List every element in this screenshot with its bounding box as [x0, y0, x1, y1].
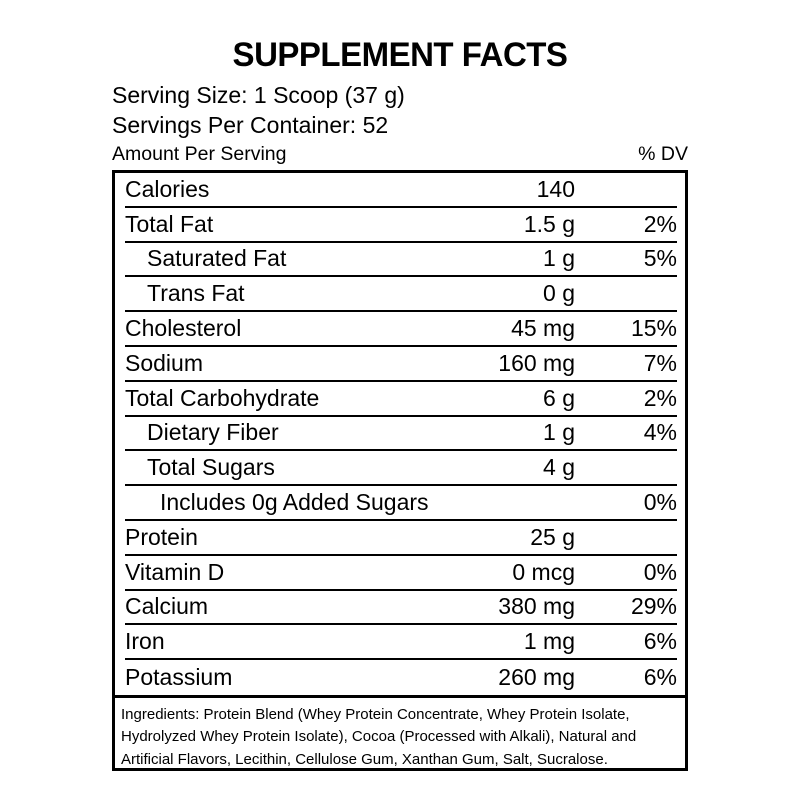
nutrient-label: Total Sugars — [147, 454, 275, 481]
nutrient-row: Saturated Fat 1 g 5% — [125, 243, 677, 278]
nutrient-label: Saturated Fat — [147, 245, 287, 272]
amount-per-serving-header: Amount Per Serving — [112, 143, 287, 165]
nutrient-dv: 0% — [643, 558, 677, 585]
ingredients-divider — [115, 694, 685, 698]
nutrient-dv: 2% — [643, 210, 677, 237]
nutrient-amount: 25 g — [530, 523, 575, 550]
nutrient-label: Total Carbohydrate — [125, 384, 320, 411]
nutrient-dv: 2% — [643, 384, 677, 411]
nutrient-row: Protein 25 g — [125, 521, 677, 556]
nutrient-amount: 4 g — [543, 454, 575, 481]
nutrient-label: Includes 0g Added Sugars — [160, 489, 429, 516]
column-headers: Amount Per Serving % DV — [112, 143, 688, 166]
nutrient-label: Calories — [125, 175, 210, 202]
nutrient-label: Cholesterol — [125, 315, 242, 342]
page-title: SUPPLEMENT FACTS — [232, 36, 568, 74]
nutrient-row: Cholesterol 45 mg 15% — [125, 312, 677, 347]
nutrient-row: Dietary Fiber 1 g 4% — [125, 417, 677, 452]
nutrient-amount: 1 g — [543, 419, 575, 446]
nutrient-row: Total Sugars 4 g — [125, 451, 677, 487]
nutrient-rows: Calories 140 Total Fat 1.5 g 2% Saturate… — [115, 173, 685, 695]
nutrient-row: Sodium 160 mg 7% — [125, 347, 677, 382]
nutrient-label: Trans Fat — [147, 280, 245, 307]
nutrient-row: Calories 140 — [125, 173, 677, 208]
nutrient-amount: 0 mcg — [512, 558, 575, 585]
nutrient-label: Total Fat — [125, 210, 214, 237]
nutrient-row: Trans Fat 0 g — [125, 277, 677, 313]
nutrient-dv: 29% — [630, 593, 677, 620]
nutrient-label: Protein — [125, 523, 198, 550]
nutrient-amount: 6 g — [543, 384, 575, 411]
nutrient-dv: 0% — [643, 489, 677, 516]
percent-dv-header: % DV — [638, 143, 688, 165]
nutrient-amount: 140 — [536, 175, 575, 202]
nutrient-dv: 5% — [643, 245, 677, 272]
nutrient-label: Sodium — [125, 349, 203, 376]
nutrient-amount: 380 mg — [498, 593, 575, 620]
serving-size-line: Serving Size: 1 Scoop (37 g) — [112, 82, 405, 108]
nutrient-amount: 260 mg — [498, 664, 575, 691]
nutrient-amount: 1 g — [543, 245, 575, 272]
nutrient-row: Total Carbohydrate 6 g 2% — [125, 382, 677, 417]
nutrient-dv: 6% — [643, 628, 677, 655]
nutrient-dv: 15% — [630, 315, 677, 342]
nutrient-label: Calcium — [125, 593, 209, 620]
nutrient-amount: 45 mg — [511, 315, 575, 342]
nutrient-row: Potassium 260 mg 6% — [125, 660, 677, 695]
nutrient-dv: 7% — [643, 349, 677, 376]
nutrient-dv: 4% — [643, 419, 677, 446]
nutrient-row: Iron 1 mg 6% — [125, 625, 677, 661]
nutrient-row: Vitamin D 0 mcg 0% — [125, 556, 677, 591]
nutrient-label: Potassium — [125, 664, 233, 691]
nutrient-row: Calcium 380 mg 29% — [125, 591, 677, 626]
nutrient-amount: 1 mg — [523, 628, 575, 655]
nutrient-row: Includes 0g Added Sugars 0% — [125, 486, 677, 521]
nutrient-row: Total Fat 1.5 g 2% — [125, 208, 677, 243]
nutrient-dv: 6% — [643, 664, 677, 691]
facts-table: Calories 140 Total Fat 1.5 g 2% Saturate… — [112, 170, 688, 771]
servings-per-container-line: Servings Per Container: 52 — [112, 112, 389, 138]
nutrient-label: Vitamin D — [125, 558, 225, 585]
nutrient-amount: 0 g — [543, 280, 575, 307]
serving-info: Serving Size: 1 Scoop (37 g) Servings Pe… — [112, 80, 405, 140]
nutrient-label: Dietary Fiber — [147, 419, 279, 446]
nutrient-amount: 1.5 g — [523, 210, 575, 237]
nutrient-label: Iron — [125, 628, 165, 655]
nutrient-amount: 160 mg — [498, 349, 575, 376]
ingredients-text: Ingredients: Protein Blend (Whey Protein… — [121, 705, 637, 768]
